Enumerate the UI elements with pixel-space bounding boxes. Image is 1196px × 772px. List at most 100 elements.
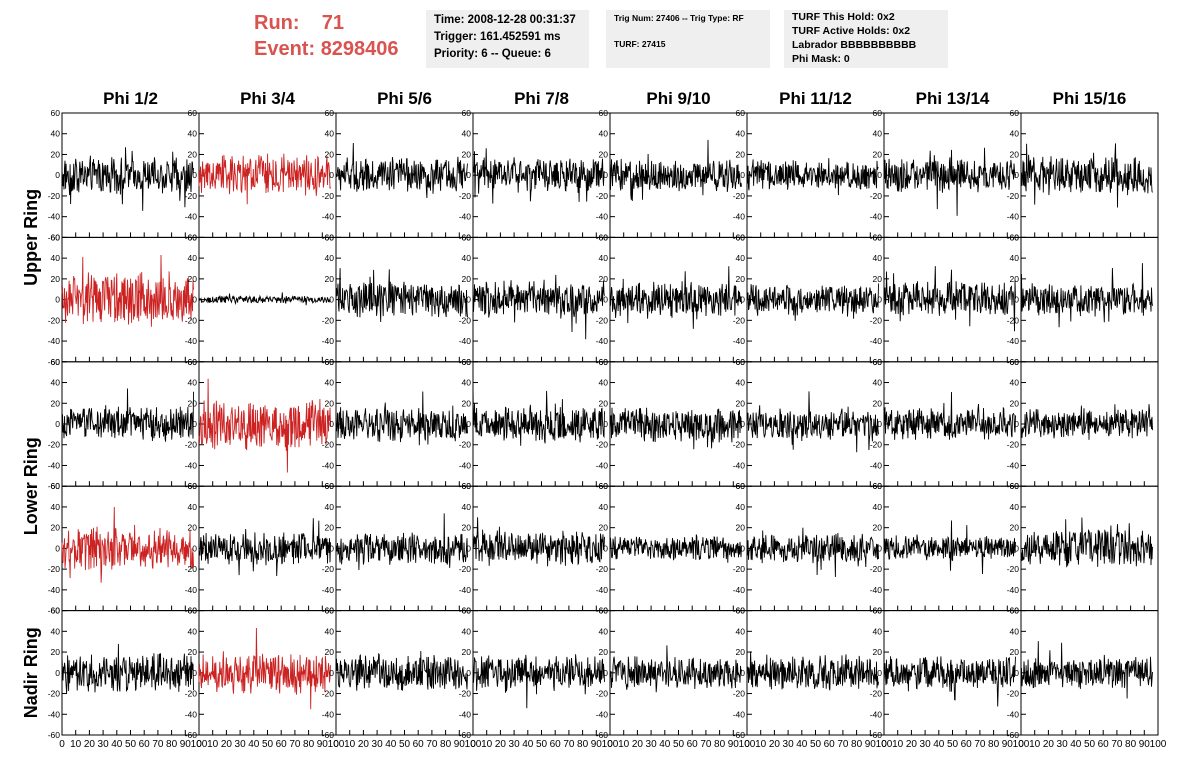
x-tick-label: 30 [372, 739, 384, 750]
y-tick-label: -40 [48, 460, 61, 470]
y-tick-label: 60 [873, 357, 883, 367]
y-tick-label: -40 [48, 212, 61, 222]
y-tick-label: 20 [51, 274, 61, 284]
y-tick-label: 60 [188, 481, 198, 491]
y-tick-label: -20 [733, 191, 746, 201]
y-tick-label: 60 [325, 232, 335, 242]
column-header: Phi 7/8 [514, 89, 569, 108]
y-tick-label: 60 [599, 606, 609, 616]
waveform-trace [883, 147, 1016, 216]
y-tick-label: 40 [51, 378, 61, 388]
y-tick-label: 40 [51, 253, 61, 263]
y-tick-label: 20 [1010, 523, 1020, 533]
y-tick-label: 60 [325, 357, 335, 367]
x-tick-label: 40 [111, 739, 123, 750]
x-tick-label: 80 [577, 739, 589, 750]
y-tick-label: 40 [462, 129, 472, 139]
x-tick-label: 70 [152, 739, 164, 750]
column-header: Phi 11/12 [779, 89, 852, 108]
y-tick-label: -60 [1007, 730, 1020, 740]
y-tick-label: 40 [873, 626, 883, 636]
y-tick-label: 0 [603, 543, 608, 553]
y-tick-label: -20 [48, 315, 61, 325]
y-tick-label: 60 [462, 606, 472, 616]
y-tick-label: 40 [188, 502, 198, 512]
y-tick-label: -40 [1007, 709, 1020, 719]
y-tick-label: 40 [1010, 129, 1020, 139]
waveform-trace [883, 520, 1016, 575]
y-tick-label: -20 [1007, 440, 1020, 450]
y-tick-label: -20 [733, 564, 746, 574]
y-tick-label: 0 [603, 668, 608, 678]
y-tick-label: -40 [870, 709, 883, 719]
x-tick-label: 70 [289, 739, 301, 750]
y-tick-label: 40 [873, 502, 883, 512]
x-tick-label: 10 [618, 739, 630, 750]
x-tick-label: 100 [191, 739, 208, 750]
y-tick-label: 20 [1010, 149, 1020, 159]
run-event-box: Run: 71 Event: 8298406 [240, 8, 420, 64]
y-tick-label: 20 [736, 149, 746, 159]
column-header: Phi 9/10 [646, 89, 710, 108]
y-tick-label: 40 [599, 626, 609, 636]
waveform-trace [1020, 263, 1153, 328]
y-tick-label: -20 [48, 191, 61, 201]
waveform-trace [609, 645, 742, 693]
waveform-trace [472, 517, 605, 567]
y-tick-label: 40 [736, 502, 746, 512]
waveform-trace [883, 266, 1016, 332]
y-tick-label: 40 [736, 253, 746, 263]
trigger-line: Trigger: 161.452591 ms [434, 31, 561, 43]
waveform-trace [746, 651, 879, 691]
y-tick-label: -60 [596, 730, 609, 740]
y-tick-label: 60 [462, 108, 472, 118]
x-tick-label: 0 [470, 739, 476, 750]
y-tick-label: -60 [48, 357, 61, 367]
y-tick-label: -20 [48, 689, 61, 699]
y-tick-label: 20 [462, 523, 472, 533]
labrador-line: Labrador BBBBBBBBBB [792, 39, 917, 51]
y-tick-label: 20 [325, 149, 335, 159]
y-tick-label: 60 [188, 357, 198, 367]
y-tick-label: -20 [322, 191, 335, 201]
x-tick-label: 10 [892, 739, 904, 750]
x-tick-label: 50 [262, 739, 274, 750]
y-tick-label: 20 [325, 274, 335, 284]
y-tick-label: -40 [322, 585, 335, 595]
y-tick-label: 60 [51, 606, 61, 616]
y-tick-label: 40 [51, 129, 61, 139]
y-tick-label: -20 [322, 564, 335, 574]
y-tick-label: 0 [740, 543, 745, 553]
x-tick-label: 60 [1098, 739, 1110, 750]
x-tick-label: 90 [1139, 739, 1151, 750]
x-tick-label: 40 [1070, 739, 1082, 750]
x-tick-label: 60 [550, 739, 562, 750]
y-tick-label: -40 [733, 585, 746, 595]
x-tick-label: 70 [426, 739, 438, 750]
x-tick-label: 0 [59, 739, 65, 750]
y-tick-label: 20 [599, 647, 609, 657]
y-tick-label: -20 [596, 564, 609, 574]
y-tick-label: -40 [322, 709, 335, 719]
y-tick-label: -60 [322, 730, 335, 740]
y-tick-label: 0 [1014, 668, 1019, 678]
y-tick-label: 0 [877, 170, 882, 180]
y-tick-label: -20 [1007, 564, 1020, 574]
y-tick-label: -20 [185, 564, 198, 574]
y-tick-label: 60 [462, 232, 472, 242]
x-tick-label: 60 [413, 739, 425, 750]
y-tick-label: 0 [55, 170, 60, 180]
y-tick-label: -20 [48, 440, 61, 450]
x-tick-label: 60 [276, 739, 288, 750]
y-tick-label: -40 [870, 460, 883, 470]
